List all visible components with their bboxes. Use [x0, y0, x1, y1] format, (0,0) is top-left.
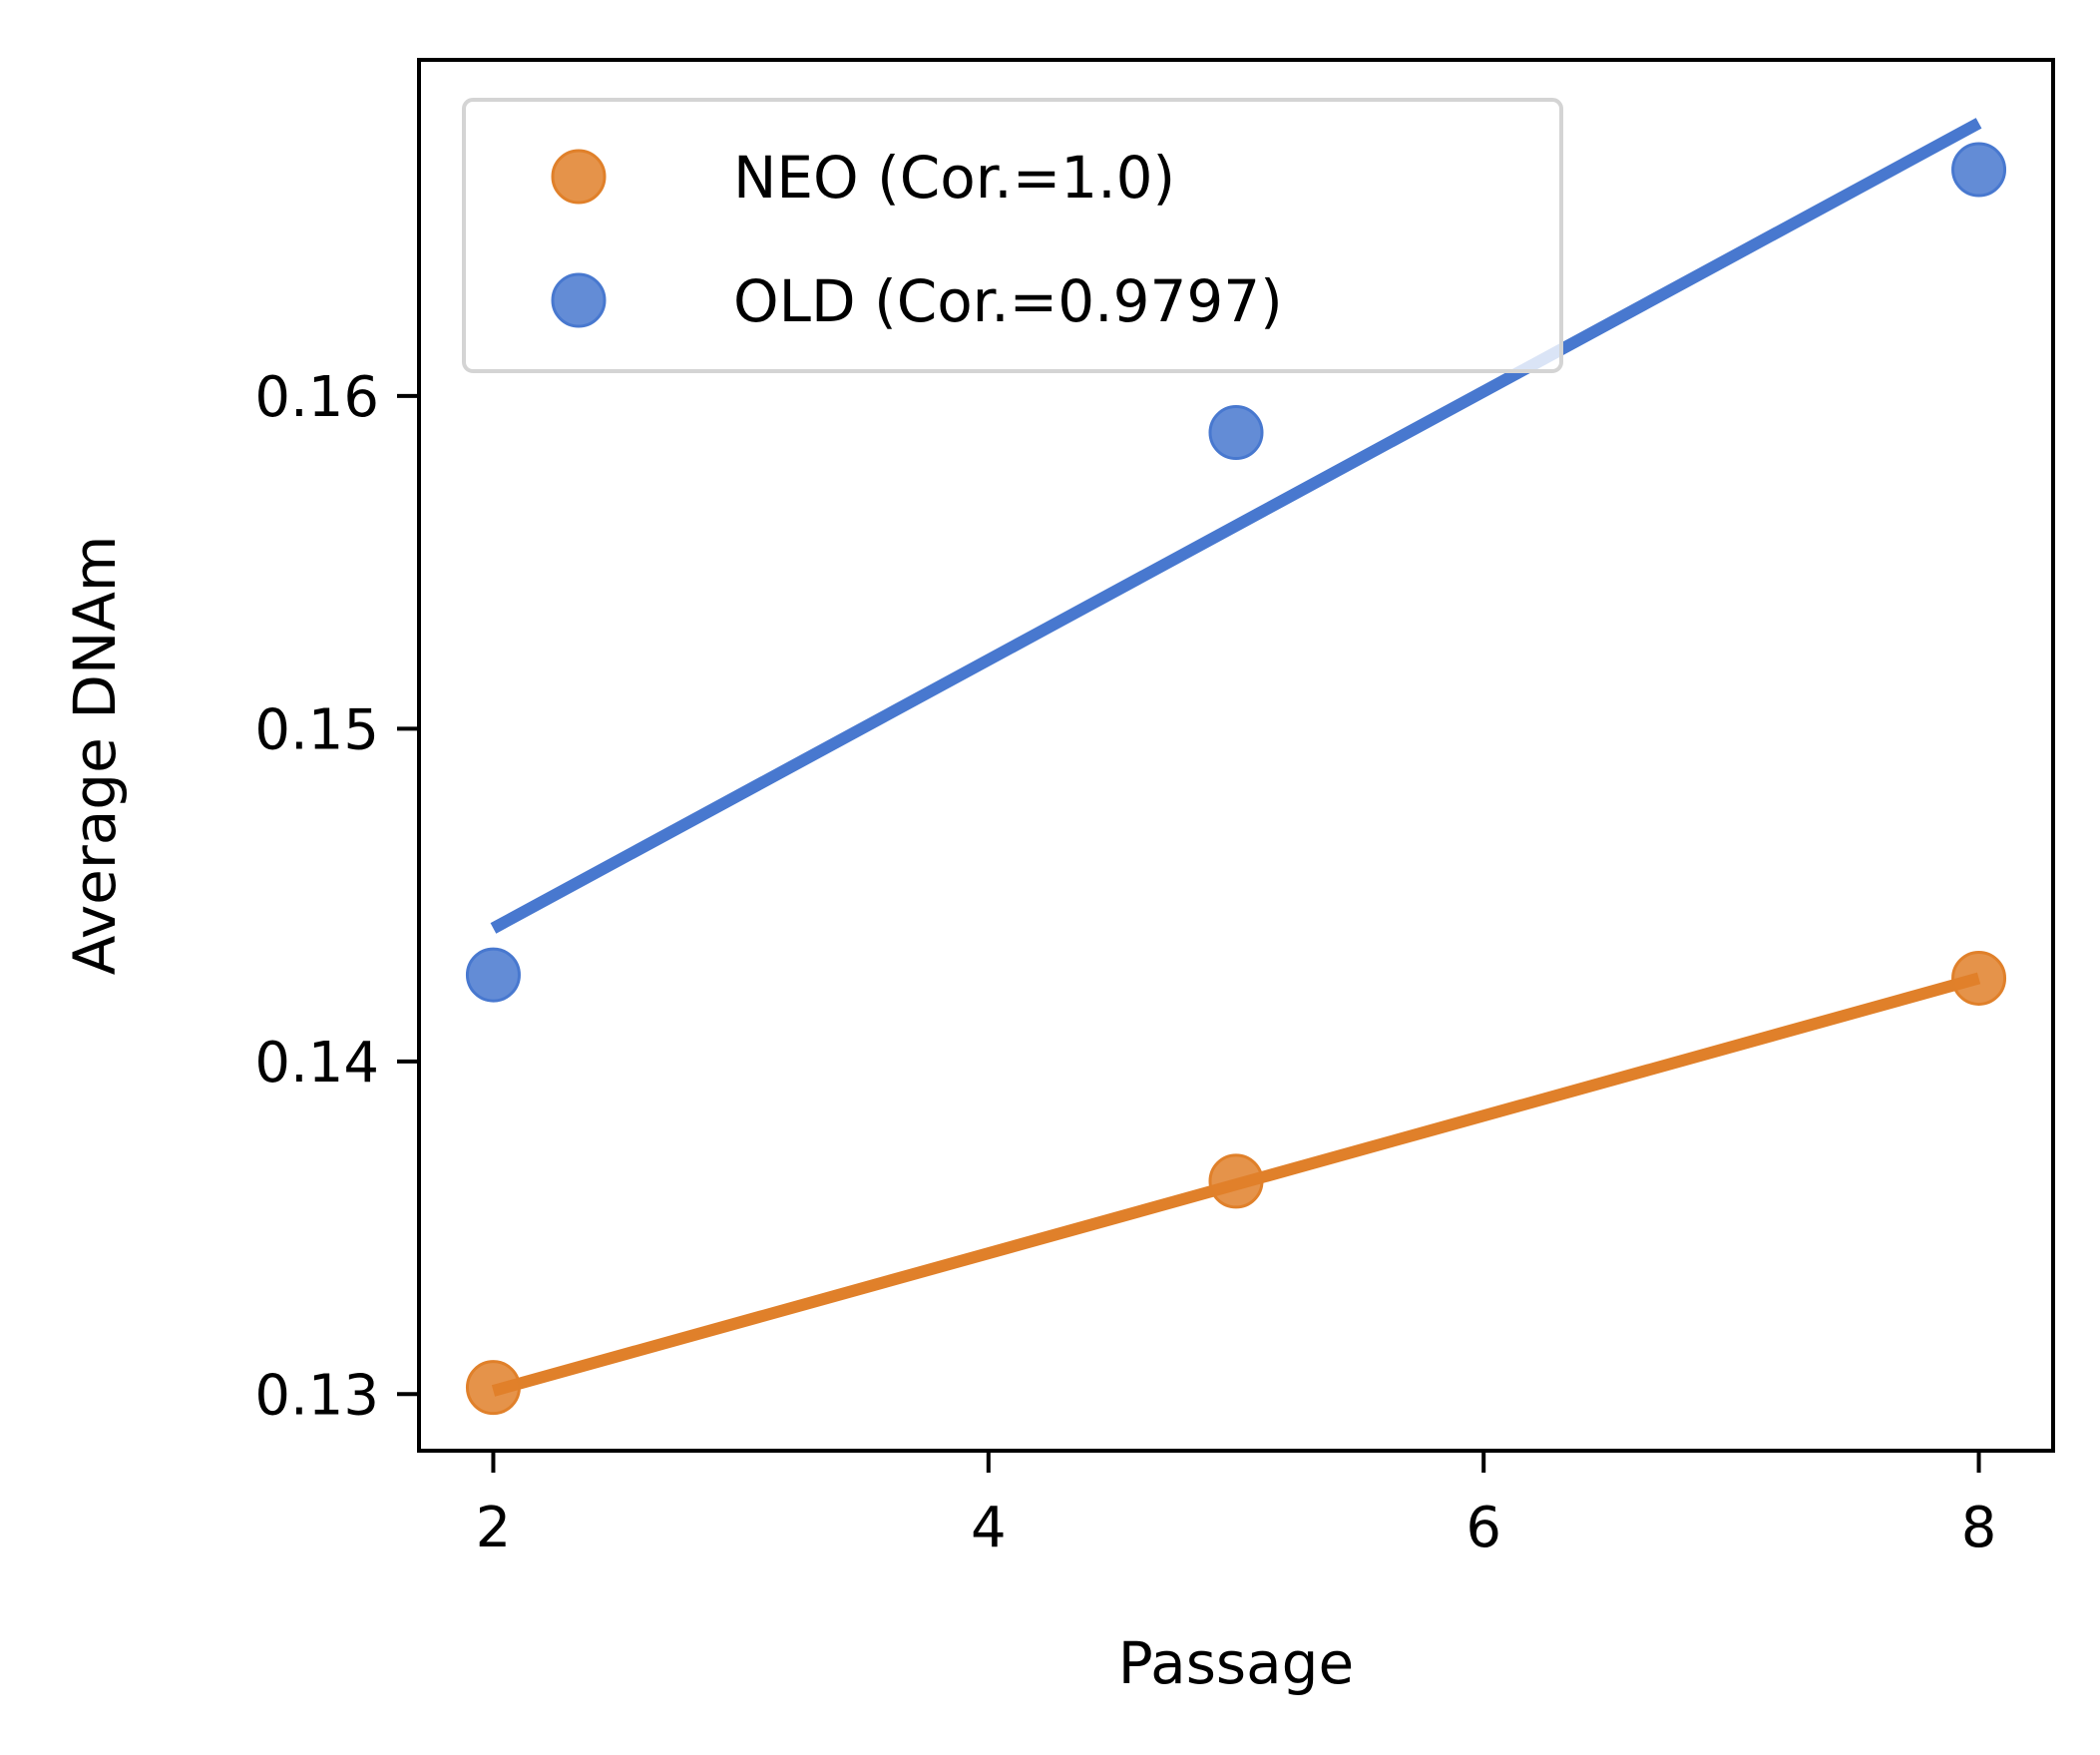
- legend-neo-label: NEO (Cor.=1.0): [733, 144, 1175, 212]
- neo-point: [1208, 1153, 1264, 1209]
- y-axis-label: Average DNAm: [61, 536, 129, 976]
- y-tick-label: 0.16: [254, 365, 379, 430]
- x-axis-label: Passage: [1118, 1629, 1354, 1697]
- x-tick-label: 8: [1961, 1496, 1997, 1560]
- axes: Passage Average DNAm 2 4 6 8 0.13 0.14 0.15 0.1…: [61, 58, 2055, 1697]
- y-tick-label: 0.15: [254, 697, 379, 762]
- old-point: [1208, 405, 1264, 461]
- old-fit-line: [490, 118, 1982, 934]
- x-tick-label: 6: [1466, 1496, 1501, 1560]
- x-tick-label: 2: [476, 1496, 512, 1560]
- legend: NEO (Cor.=1.0) OLD (Cor.=0.9797): [462, 98, 1563, 373]
- y-tick-label: 0.14: [254, 1031, 379, 1096]
- neo-point: [465, 1360, 521, 1416]
- legend-old-marker: [551, 272, 607, 328]
- x-tick-label: 4: [971, 1496, 1007, 1560]
- legend-neo-marker: [551, 149, 607, 205]
- legend-old-label: OLD (Cor.=0.9797): [733, 267, 1283, 335]
- old-point: [465, 947, 521, 1003]
- old-point: [1951, 142, 2007, 198]
- neo-point: [1951, 950, 2007, 1006]
- plot-area: [465, 118, 2007, 1416]
- legend-box: [462, 98, 1563, 373]
- y-tick-label: 0.13: [254, 1363, 379, 1428]
- plot-frame: [417, 58, 2055, 1453]
